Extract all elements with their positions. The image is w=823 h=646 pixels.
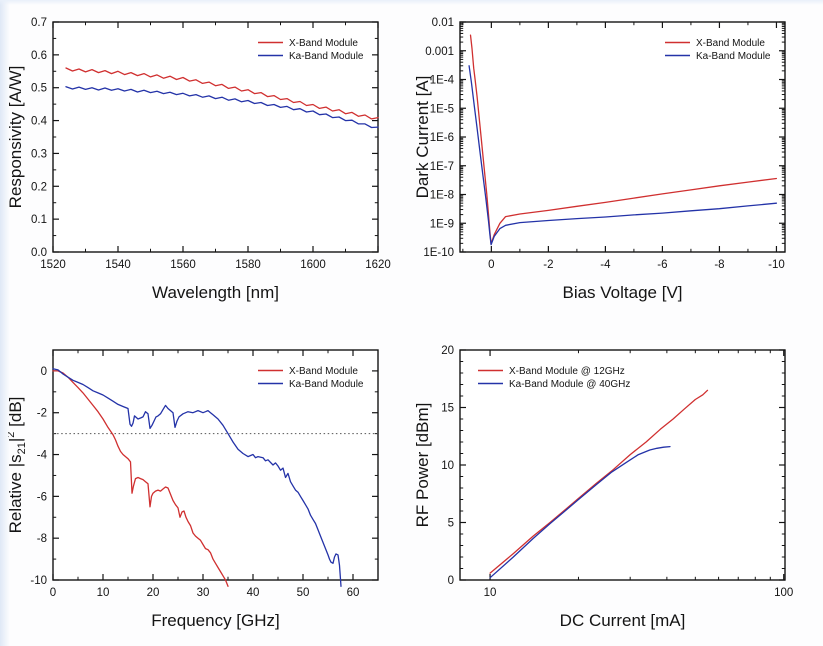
svg-text:1620: 1620 [365, 259, 391, 271]
svg-text:1E-7: 1E-7 [430, 161, 454, 173]
svg-text:5: 5 [448, 518, 454, 530]
svg-text:60: 60 [347, 587, 360, 599]
svg-text:X-Band Module: X-Band Module [289, 366, 358, 377]
svg-text:0.7: 0.7 [31, 17, 47, 29]
svg-text:Ka-Band Module: Ka-Band Module [289, 51, 364, 62]
svg-text:0.4: 0.4 [31, 116, 48, 128]
svg-text:20: 20 [441, 345, 454, 357]
page-left-edge-tint [0, 0, 10, 646]
svg-text:-4: -4 [600, 259, 611, 271]
plot-responsivity-vs-wavelength: 1520 1540 1560 1580 1600 1620 0.0 0.1 0.2 0.3 0.4 0… [8, 2, 408, 318]
svg-text:-2: -2 [543, 259, 553, 271]
svg-text:10: 10 [441, 460, 454, 472]
svg-text:DC Current [mA]: DC Current [mA] [560, 611, 686, 630]
svg-text:RF Power [dBm]: RF Power [dBm] [415, 403, 432, 528]
svg-text:40: 40 [247, 587, 260, 599]
svg-text:0.0: 0.0 [31, 247, 47, 259]
svg-text:50: 50 [297, 587, 310, 599]
svg-text:-8: -8 [714, 259, 724, 271]
svg-text:1520: 1520 [40, 259, 66, 271]
svg-text:Dark Current [A]: Dark Current [A] [415, 76, 432, 199]
svg-text:0.3: 0.3 [31, 148, 47, 160]
svg-text:0.1: 0.1 [31, 214, 47, 226]
rf-power-vs-dc-current-chart: 10 100 0 5 10 15 20 X-Band Module @ 12GHz Ka-Ban… [415, 345, 793, 630]
svg-text:Relative |s21|2 [dB]: Relative |s21|2 [dB] [8, 397, 28, 534]
svg-text:0.5: 0.5 [31, 83, 47, 95]
svg-text:1E-4: 1E-4 [430, 75, 455, 87]
svg-text:X-Band Module @ 12GHz: X-Band Module @ 12GHz [509, 366, 625, 377]
plot-s21-vs-frequency: 0 10 20 30 40 50 60 0 -2 -4 -6 -8 -10 X-Band Module Ka… [8, 330, 408, 646]
svg-text:15: 15 [441, 403, 454, 415]
dark-current-vs-bias-voltage-chart: 0 -2 -4 -6 -8 -10 0.01 0.001 1E-4 1E-5 1E-6 1E-7 1E-… [415, 17, 786, 302]
svg-text:100: 100 [774, 587, 793, 599]
svg-text:Ka-Band Module: Ka-Band Module [696, 51, 771, 62]
page-top-edge-tint [0, 0, 823, 5]
svg-text:0.001: 0.001 [425, 46, 454, 58]
svg-text:X-Band Module: X-Band Module [696, 38, 765, 49]
svg-text:10: 10 [484, 587, 497, 599]
plot-dark-current-vs-bias-voltage: 0 -2 -4 -6 -8 -10 0.01 0.001 1E-4 1E-5 1E-6 1E-7 1E-… [415, 2, 815, 318]
svg-text:Bias Voltage [V]: Bias Voltage [V] [562, 283, 682, 302]
svg-text:Responsivity [A/W]: Responsivity [A/W] [8, 66, 25, 209]
svg-text:Ka-Band Module: Ka-Band Module [289, 379, 364, 390]
svg-text:30: 30 [197, 587, 210, 599]
responsivity-vs-wavelength-chart: 1520 1540 1560 1580 1600 1620 0.0 0.1 0.2 0.3 0.4 0… [8, 17, 391, 302]
svg-text:X-Band Module: X-Band Module [289, 38, 358, 49]
svg-text:0.01: 0.01 [432, 17, 454, 29]
svg-text:0: 0 [50, 587, 56, 599]
svg-text:0.2: 0.2 [31, 181, 47, 193]
s21-vs-frequency-chart: 0 10 20 30 40 50 60 0 -2 -4 -6 -8 -10 X-Band Module Ka… [8, 349, 379, 630]
svg-text:10: 10 [97, 587, 110, 599]
svg-text:1560: 1560 [170, 259, 196, 271]
svg-text:-6: -6 [657, 259, 667, 271]
svg-text:20: 20 [147, 587, 160, 599]
svg-text:0: 0 [448, 575, 454, 587]
svg-text:1E-5: 1E-5 [430, 103, 454, 115]
svg-text:-10: -10 [30, 575, 47, 587]
svg-text:Ka-Band Module @ 40GHz: Ka-Band Module @ 40GHz [509, 379, 630, 390]
svg-text:1E-8: 1E-8 [430, 190, 454, 202]
svg-text:1580: 1580 [235, 259, 261, 271]
svg-text:0.6: 0.6 [31, 50, 47, 62]
svg-text:-2: -2 [37, 408, 47, 420]
svg-text:1540: 1540 [105, 259, 131, 271]
svg-text:Wavelength [nm]: Wavelength [nm] [152, 283, 279, 302]
svg-text:1E-6: 1E-6 [430, 132, 454, 144]
svg-text:1E-9: 1E-9 [430, 218, 454, 230]
svg-text:-8: -8 [37, 533, 47, 545]
svg-text:1600: 1600 [300, 259, 326, 271]
svg-text:0: 0 [41, 366, 47, 378]
svg-text:0: 0 [488, 259, 494, 271]
svg-text:Frequency [GHz]: Frequency [GHz] [151, 611, 280, 630]
svg-text:-6: -6 [37, 491, 47, 503]
svg-text:1E-10: 1E-10 [423, 247, 454, 259]
plot-rf-power-vs-dc-current: 10 100 0 5 10 15 20 X-Band Module @ 12GHz Ka-Ban… [415, 330, 815, 646]
svg-text:-10: -10 [768, 259, 785, 271]
svg-text:-4: -4 [37, 450, 48, 462]
